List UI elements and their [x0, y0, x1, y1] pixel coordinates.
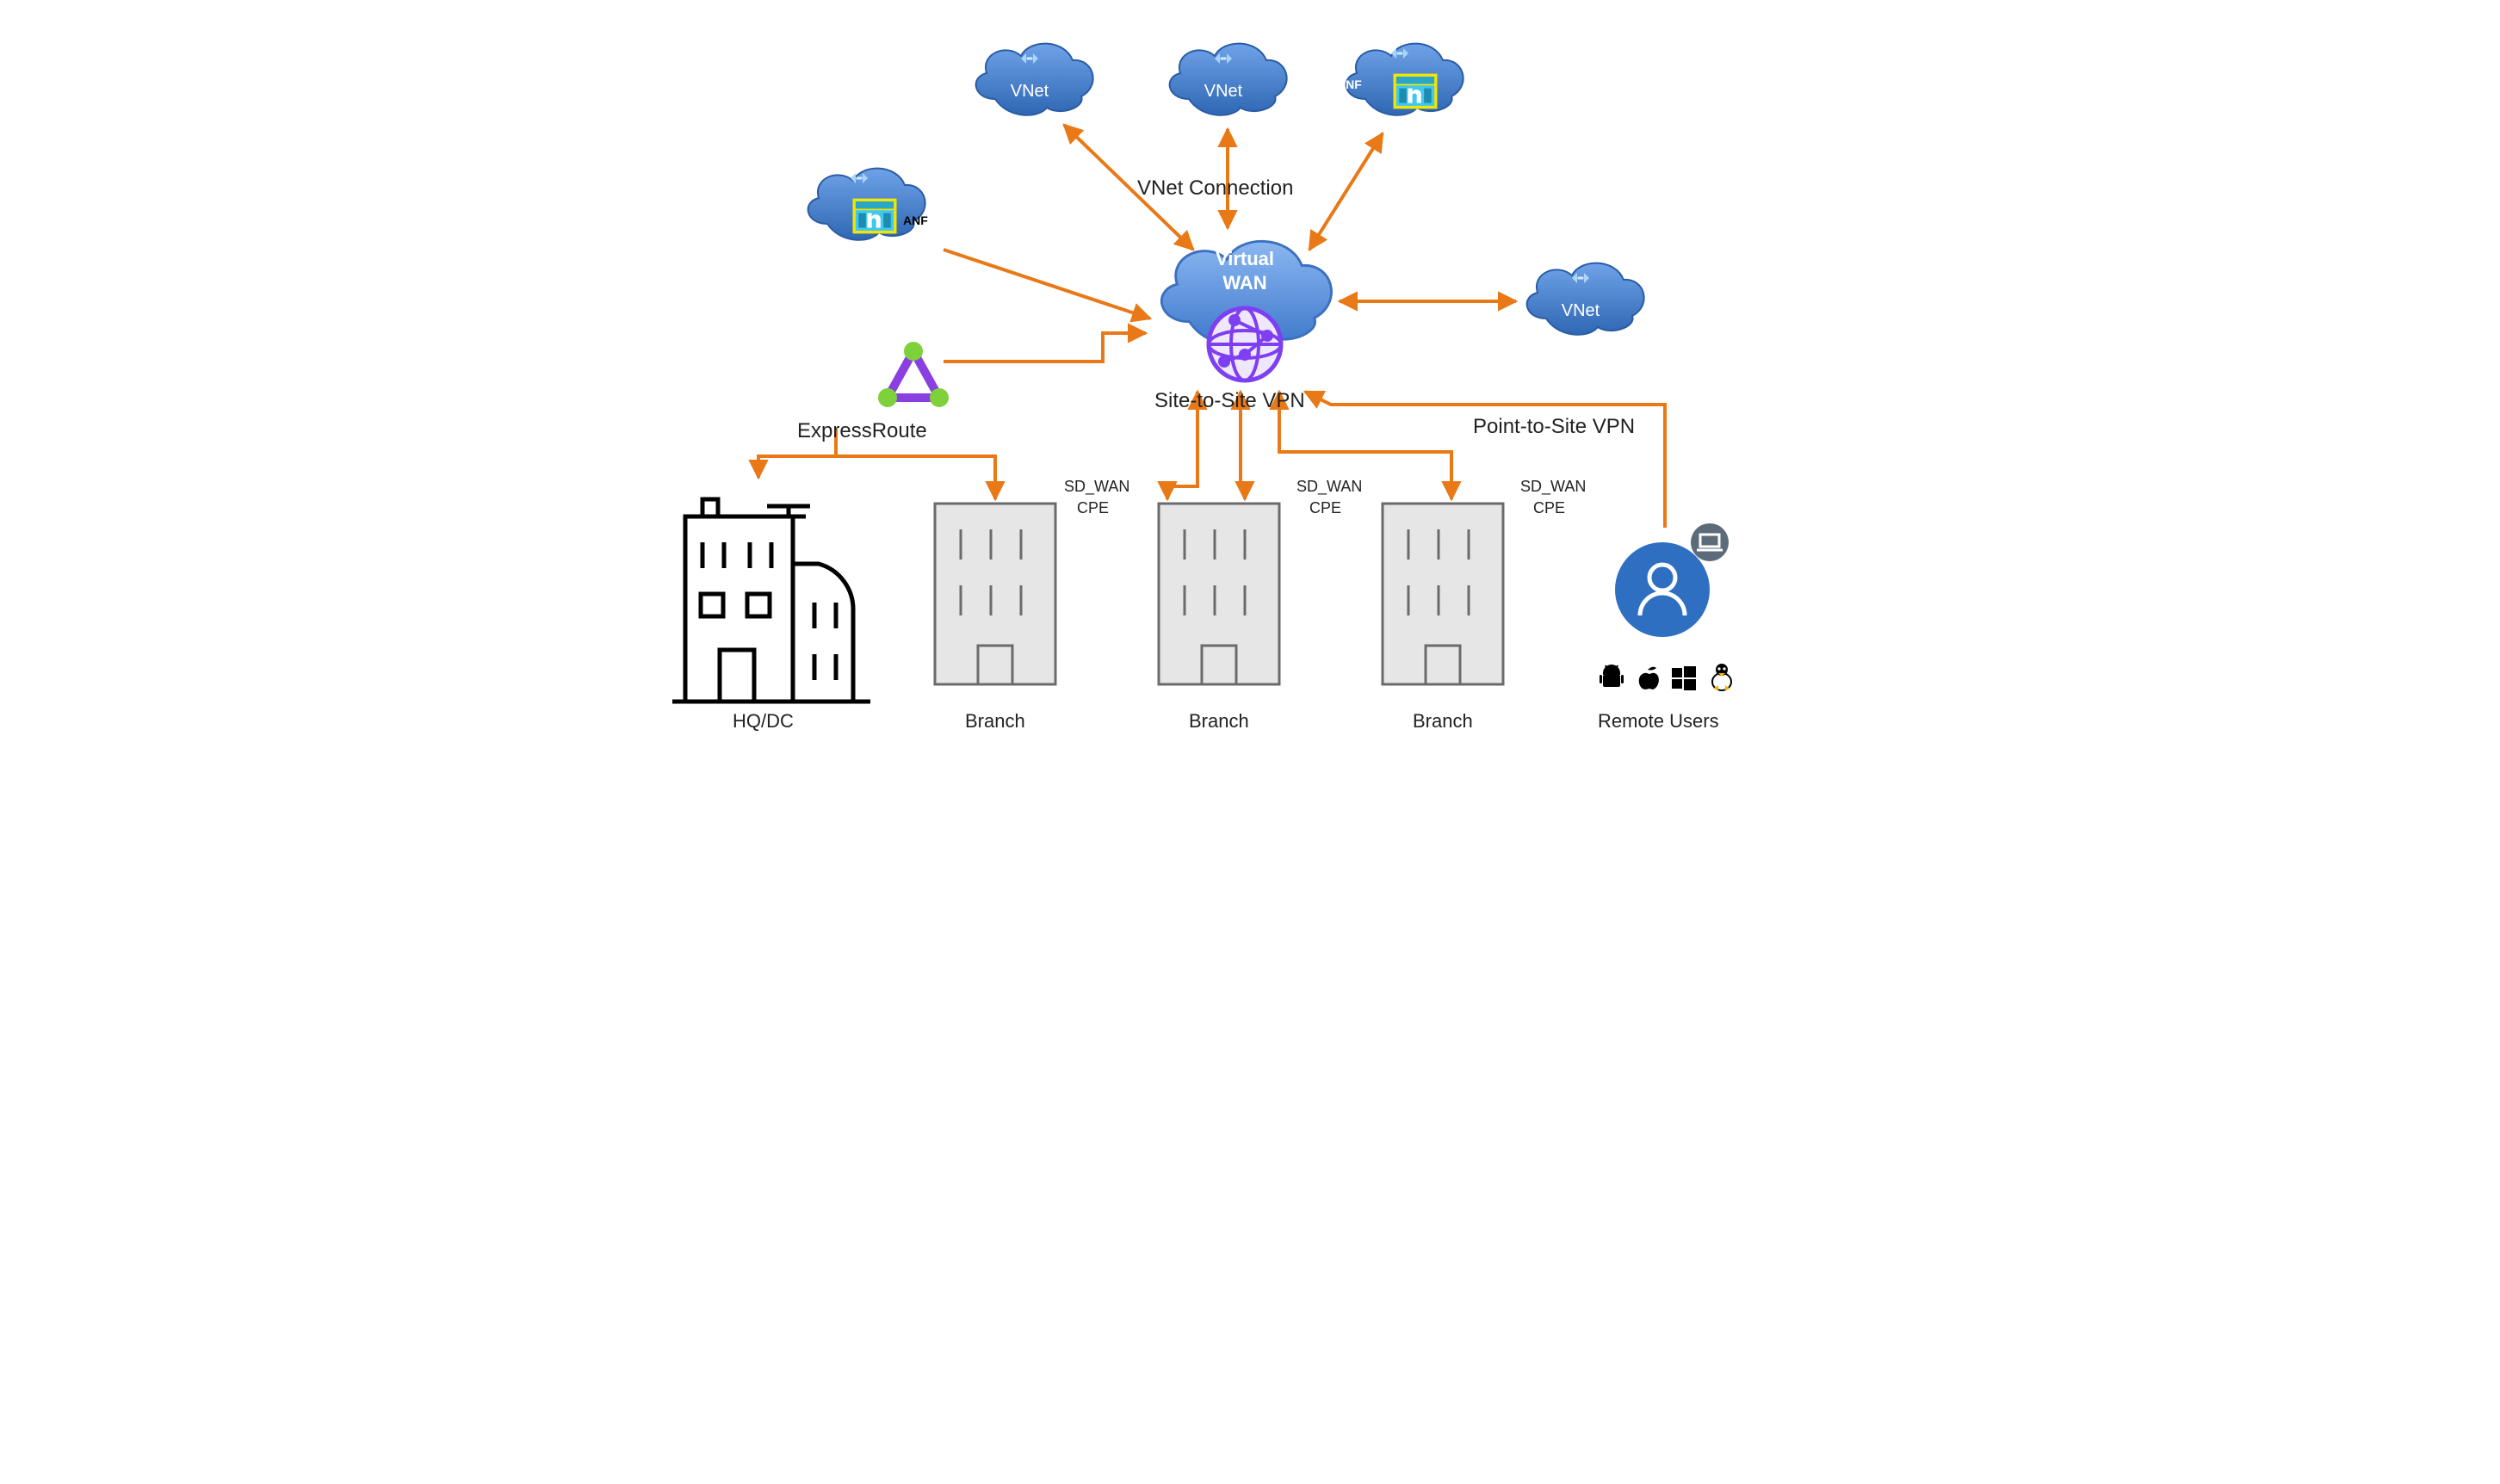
caption-branch1: Branch — [965, 710, 1025, 733]
label-vnet-r: VNet — [1529, 301, 1632, 321]
edge-vw-vnet-tr — [1309, 133, 1383, 250]
caption-remote: Remote Users — [1598, 710, 1719, 733]
edge-express-hq — [758, 456, 836, 478]
label-sdwan-1a: SD_WAN — [1064, 478, 1129, 496]
caption-branch3: Branch — [1413, 710, 1473, 733]
node-vnet-tl — [976, 44, 1093, 115]
edge-vnet-l-vw — [944, 250, 1150, 318]
label-expressroute: ExpressRoute — [797, 419, 927, 443]
label-anf-l: ANF — [903, 213, 928, 227]
apple-icon — [1639, 667, 1659, 689]
globe-icon — [1209, 308, 1281, 380]
windows-icon — [1672, 666, 1696, 690]
node-vnet-r — [1527, 263, 1644, 335]
caption-hq: HQ/DC — [733, 710, 794, 733]
node-vnet-tc — [1170, 44, 1287, 115]
label-site-to-site: Site-to-Site VPN — [1154, 389, 1305, 413]
label-point-to-site: Point-to-Site VPN — [1473, 415, 1635, 439]
label-virtual: Virtual — [1185, 248, 1305, 270]
platform-icons — [1600, 664, 1731, 690]
edge-express-vw — [944, 333, 1146, 362]
node-vnet-l — [808, 169, 925, 240]
label-vnet-connection: VNet Connection — [1137, 176, 1293, 201]
label-anf-tr: ANF — [1337, 77, 1362, 91]
diagram-stage: VNet VNet VNet ANF ANF Virtual WAN VNet … — [625, 0, 1875, 742]
edge-express-branch1 — [836, 456, 995, 499]
caption-branch2: Branch — [1189, 710, 1249, 733]
label-sdwan-1b: CPE — [1077, 499, 1109, 517]
label-wan: WAN — [1185, 272, 1305, 294]
node-branch1 — [935, 504, 1055, 684]
diagram-svg — [625, 0, 1875, 742]
linux-icon — [1712, 664, 1731, 690]
node-expressroute — [878, 342, 949, 407]
label-vnet-tc: VNet — [1172, 82, 1275, 102]
edge-user-vw — [1305, 392, 1665, 528]
node-branch3 — [1383, 504, 1503, 684]
node-branch2 — [1159, 504, 1279, 684]
label-sdwan-3a: SD_WAN — [1520, 478, 1586, 496]
label-sdwan-3b: CPE — [1533, 499, 1565, 517]
node-hq — [672, 499, 870, 702]
android-icon — [1600, 665, 1624, 687]
node-vnet-tr — [1346, 44, 1463, 115]
label-sdwan-2b: CPE — [1309, 499, 1341, 517]
label-vnet-tl: VNet — [978, 82, 1081, 102]
node-remote-user — [1615, 523, 1729, 637]
label-sdwan-2a: SD_WAN — [1296, 478, 1362, 496]
